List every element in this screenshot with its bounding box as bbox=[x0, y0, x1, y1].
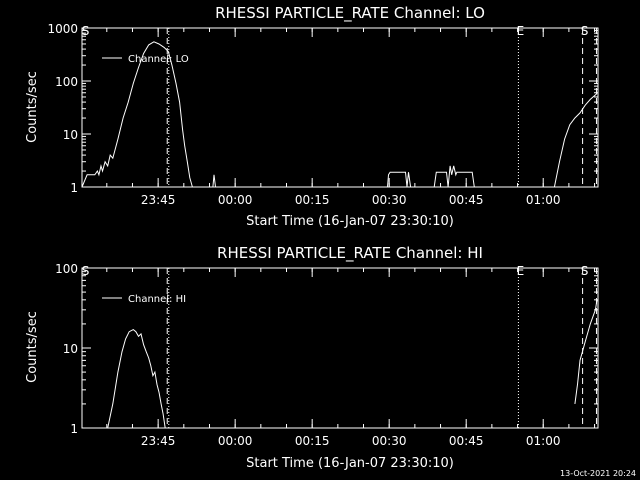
lo-axis-frame bbox=[81, 27, 599, 188]
lo-legend-label: Channel: LO bbox=[128, 54, 189, 65]
hi-x-axis-label: Start Time (16-Jan-07 23:30:10) bbox=[246, 456, 454, 471]
hi-x-tick-label: 00:30 bbox=[372, 434, 407, 448]
generation-timestamp: 13-Oct-2021 20:24 bbox=[560, 469, 636, 478]
lo-event-marker-label: S bbox=[581, 24, 589, 38]
lo-x-tick-label: 00:45 bbox=[449, 193, 484, 207]
hi-axis-frame bbox=[81, 267, 599, 429]
hi-series-line bbox=[107, 329, 166, 429]
lo-series-line bbox=[553, 93, 598, 188]
hi-event-marker-label: S bbox=[581, 264, 589, 278]
lo-y-tick-label: 1000 bbox=[47, 22, 78, 36]
lo-series-line bbox=[212, 174, 216, 188]
lo-x-tick-label: 00:15 bbox=[295, 193, 330, 207]
lo-x-axis-label: Start Time (16-Jan-07 23:30:10) bbox=[246, 214, 454, 229]
lo-y-tick-label: 100 bbox=[55, 75, 78, 89]
hi-x-tick-label: 01:00 bbox=[526, 434, 561, 448]
hi-y-tick-label: 10 bbox=[63, 342, 78, 356]
hi-event-marker-label: S bbox=[82, 264, 90, 278]
lo-chart-title: RHESSI PARTICLE_RATE Channel: LO bbox=[215, 4, 485, 23]
hi-y-tick-label: 100 bbox=[55, 262, 78, 276]
lo-series-line bbox=[433, 165, 475, 188]
lo-x-tick-label: 00:30 bbox=[372, 193, 407, 207]
lo-event-marker-label: S bbox=[82, 24, 90, 38]
hi-chart-title: RHESSI PARTICLE_RATE Channel: HI bbox=[217, 244, 483, 263]
hi-legend-label: Channel: HI bbox=[128, 294, 186, 305]
hi-event-marker-label: E bbox=[517, 264, 525, 278]
hi-channel-chart: RHESSI PARTICLE_RATE Channel: HI Start T… bbox=[25, 244, 599, 471]
lo-y-axis-label: Counts/sec bbox=[25, 71, 40, 143]
hi-x-tick-label: 00:00 bbox=[218, 434, 253, 448]
hi-y-axis-label: Counts/sec bbox=[25, 311, 40, 383]
lo-y-tick-label: 10 bbox=[63, 128, 78, 142]
hi-y-tick-label: 1 bbox=[70, 422, 78, 436]
hi-x-tick-label: 23:45 bbox=[141, 434, 176, 448]
hi-x-tick-label: 00:45 bbox=[449, 434, 484, 448]
lo-event-marker-label: E bbox=[517, 24, 525, 38]
lo-series-line bbox=[81, 41, 193, 188]
hi-x-tick-label: 00:15 bbox=[295, 434, 330, 448]
lo-series-line bbox=[387, 171, 412, 188]
lo-x-tick-label: 23:45 bbox=[141, 193, 176, 207]
lo-y-tick-label: 1 bbox=[70, 181, 78, 195]
lo-x-tick-label: 01:00 bbox=[526, 193, 561, 207]
lo-x-tick-label: 00:00 bbox=[218, 193, 253, 207]
lo-channel-chart: RHESSI PARTICLE_RATE Channel: LO Start T… bbox=[25, 4, 599, 229]
hi-series-line bbox=[574, 299, 598, 404]
